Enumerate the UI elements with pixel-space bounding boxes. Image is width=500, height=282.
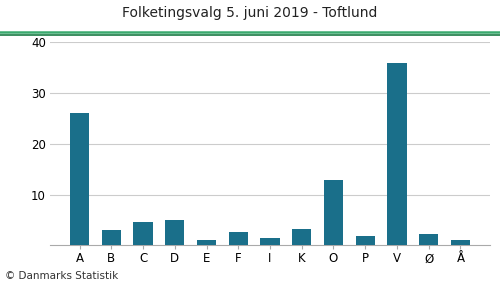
Bar — [197, 240, 216, 245]
Bar — [134, 222, 152, 245]
Bar — [451, 240, 470, 245]
Text: Folketingsvalg 5. juni 2019 - Toftlund: Folketingsvalg 5. juni 2019 - Toftlund — [122, 6, 378, 20]
Bar — [102, 230, 121, 245]
Bar — [356, 236, 375, 245]
Bar — [292, 229, 312, 245]
Text: © Danmarks Statistik: © Danmarks Statistik — [5, 271, 118, 281]
Bar — [70, 113, 89, 245]
Bar — [419, 234, 438, 245]
Bar — [228, 232, 248, 245]
Bar — [388, 63, 406, 245]
Bar — [165, 220, 184, 245]
Bar — [324, 180, 343, 245]
Bar — [260, 238, 280, 245]
